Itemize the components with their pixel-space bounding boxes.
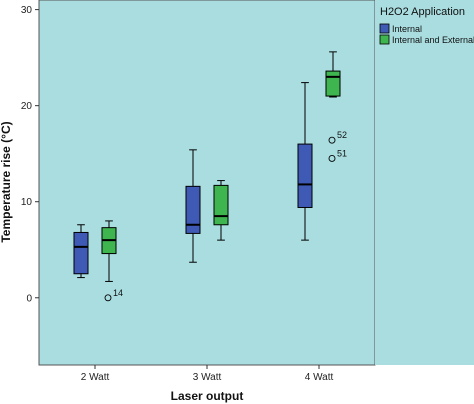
x-tick-label: 2 Watt <box>81 372 110 383</box>
x-axis-title: Laser output <box>171 389 244 403</box>
box-iqr <box>325 70 341 97</box>
x-tick-label: 4 Watt <box>305 372 334 383</box>
outlier-point <box>328 155 336 162</box>
legend-label-internal: Internal <box>392 24 422 34</box>
box-iqr <box>73 231 89 275</box>
outlier-label: 51 <box>337 148 347 158</box>
legend-title: H2O2 Application <box>380 6 465 18</box>
plot-area <box>38 0 376 366</box>
box-0-0 <box>73 224 89 279</box>
outlier-point <box>104 294 112 302</box>
y-tick-label: 30 <box>21 5 33 16</box>
legend-swatch-internal-and-external <box>379 34 390 45</box>
legend-label-internal-and-external: Internal and External <box>392 35 474 45</box>
box-iqr <box>185 185 201 234</box>
y-tick-label: 20 <box>21 101 33 112</box>
y-axis: 0 10 20 30 <box>21 5 39 304</box>
legend-swatch-internal <box>379 23 390 34</box>
box-2-1: 52 51 <box>325 51 347 162</box>
outlier-point <box>328 136 336 144</box>
legend-panel <box>375 0 474 365</box>
y-axis-title: Temperature rise (°C) <box>0 121 13 242</box>
x-axis: 2 Watt 3 Watt 4 Watt <box>81 365 334 383</box>
box-0-1: 14 <box>101 220 123 302</box>
box-1-0 <box>185 149 201 263</box>
boxes-layer: 14 52 51 <box>73 51 347 302</box>
x-tick-label: 3 Watt <box>193 372 222 383</box>
box-iqr <box>297 143 313 208</box>
outlier-label: 14 <box>113 288 123 298</box>
legend: H2O2 Application Internal Internal and E… <box>379 6 474 45</box>
box-2-0 <box>297 82 313 241</box>
y-tick-label: 10 <box>21 197 33 208</box>
outlier-label: 52 <box>337 130 347 140</box>
y-tick-label: 0 <box>26 293 32 304</box>
box-1-1 <box>213 180 229 241</box>
box-iqr <box>213 184 229 226</box>
